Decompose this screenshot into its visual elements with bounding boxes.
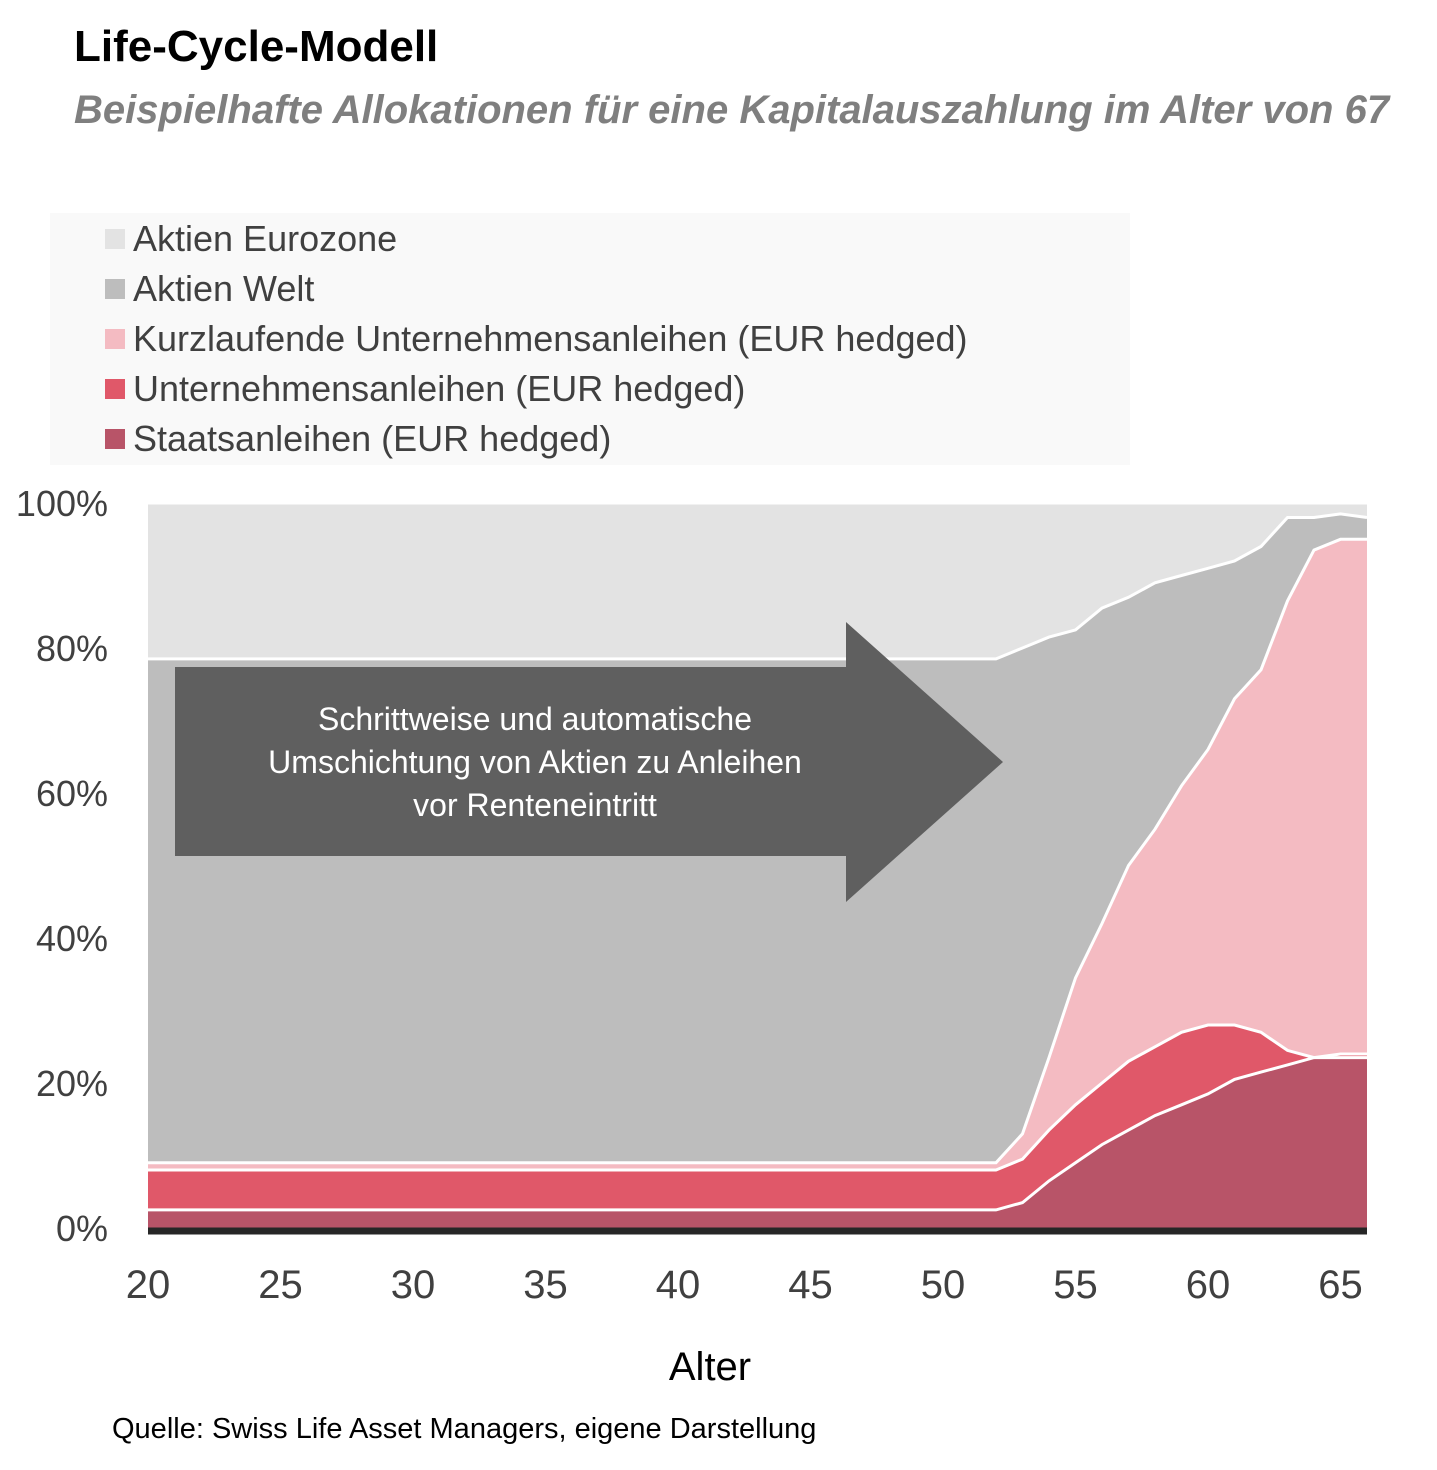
y-tick-label: 100% xyxy=(16,483,108,524)
y-tick-label: 0% xyxy=(56,1208,108,1249)
legend-label: Aktien Eurozone xyxy=(133,218,398,259)
stacked-areas xyxy=(148,503,1367,1228)
legend-item: Aktien Welt xyxy=(105,265,314,313)
y-tick-label: 60% xyxy=(36,773,108,814)
series-boundaries xyxy=(148,501,1368,1212)
x-axis-label: Alter xyxy=(669,1345,751,1389)
annotation-arrow: Schrittweise und automatische Umschichtun… xyxy=(175,622,1003,902)
x-tick-label: 35 xyxy=(523,1263,568,1307)
x-tick-label: 20 xyxy=(126,1263,171,1307)
legend-swatch xyxy=(105,429,125,449)
x-tick-label: 60 xyxy=(1186,1263,1231,1307)
legend-item: Kurzlaufende Unternehmensanleihen (EUR h… xyxy=(105,315,968,363)
source-note: Quelle: Swiss Life Asset Managers, eigen… xyxy=(112,1413,817,1445)
x-tick-label: 50 xyxy=(921,1263,966,1307)
x-axis-ticks: 20 25 30 35 40 45 50 55 60 65 xyxy=(126,1263,1363,1307)
x-tick-label: 30 xyxy=(391,1263,436,1307)
legend-item: Staatsanleihen (EUR hedged) xyxy=(105,415,611,463)
legend-swatch xyxy=(105,379,125,399)
annotation-text: vor Renteneintritt xyxy=(413,787,657,823)
area-chart: 0%20%40%60%80%100% 20 25 30 35 40 45 50 55 60 65 … xyxy=(16,483,1368,1389)
legend-item: Aktien Eurozone xyxy=(105,215,397,263)
legend-label: Kurzlaufende Unternehmensanleihen (EUR h… xyxy=(133,318,968,359)
annotation-text: Schrittweise und automatische xyxy=(318,701,752,737)
chart-title: Life-Cycle-Modell xyxy=(74,22,439,71)
legend-item: Unternehmensanleihen (EUR hedged) xyxy=(105,365,745,413)
area-series-4 xyxy=(148,503,1367,659)
annotation-text: Umschichtung von Aktien zu Anleihen xyxy=(268,744,802,780)
y-axis-ticks: 0% 20% 40% 60% 80% 100% xyxy=(16,483,108,1249)
y-tick-label: 40% xyxy=(36,918,108,959)
y-tick-label: 80% xyxy=(36,628,108,669)
x-tick-label: 25 xyxy=(258,1263,303,1307)
legend-swatch xyxy=(105,229,125,249)
chart-subtitle: Beispielhafte Allokationen für eine Kapi… xyxy=(74,88,1390,132)
area-series-0 xyxy=(148,1057,1367,1228)
legend-label: Unternehmensanleihen (EUR hedged) xyxy=(133,368,746,409)
series-boundary-line xyxy=(148,1056,1367,1212)
x-tick-label: 40 xyxy=(656,1263,701,1307)
legend-label: Staatsanleihen (EUR hedged) xyxy=(133,418,612,459)
area-series-1 xyxy=(148,1025,1367,1210)
legend: Aktien Eurozone Aktien Welt Kurzlaufende U… xyxy=(50,213,1130,465)
x-tick-label: 55 xyxy=(1053,1263,1098,1307)
x-tick-label: 45 xyxy=(788,1263,833,1307)
x-tick-label: 65 xyxy=(1318,1263,1363,1307)
series-boundary-line xyxy=(148,512,1368,661)
legend-swatch xyxy=(105,329,125,349)
y-tick-label: 20% xyxy=(36,1063,108,1104)
arrow-shape xyxy=(175,622,1003,902)
series-boundary-line xyxy=(148,537,1367,1165)
legend-swatch xyxy=(105,279,125,299)
legend-label: Aktien Welt xyxy=(133,268,315,309)
series-boundary-line xyxy=(148,1023,1367,1172)
